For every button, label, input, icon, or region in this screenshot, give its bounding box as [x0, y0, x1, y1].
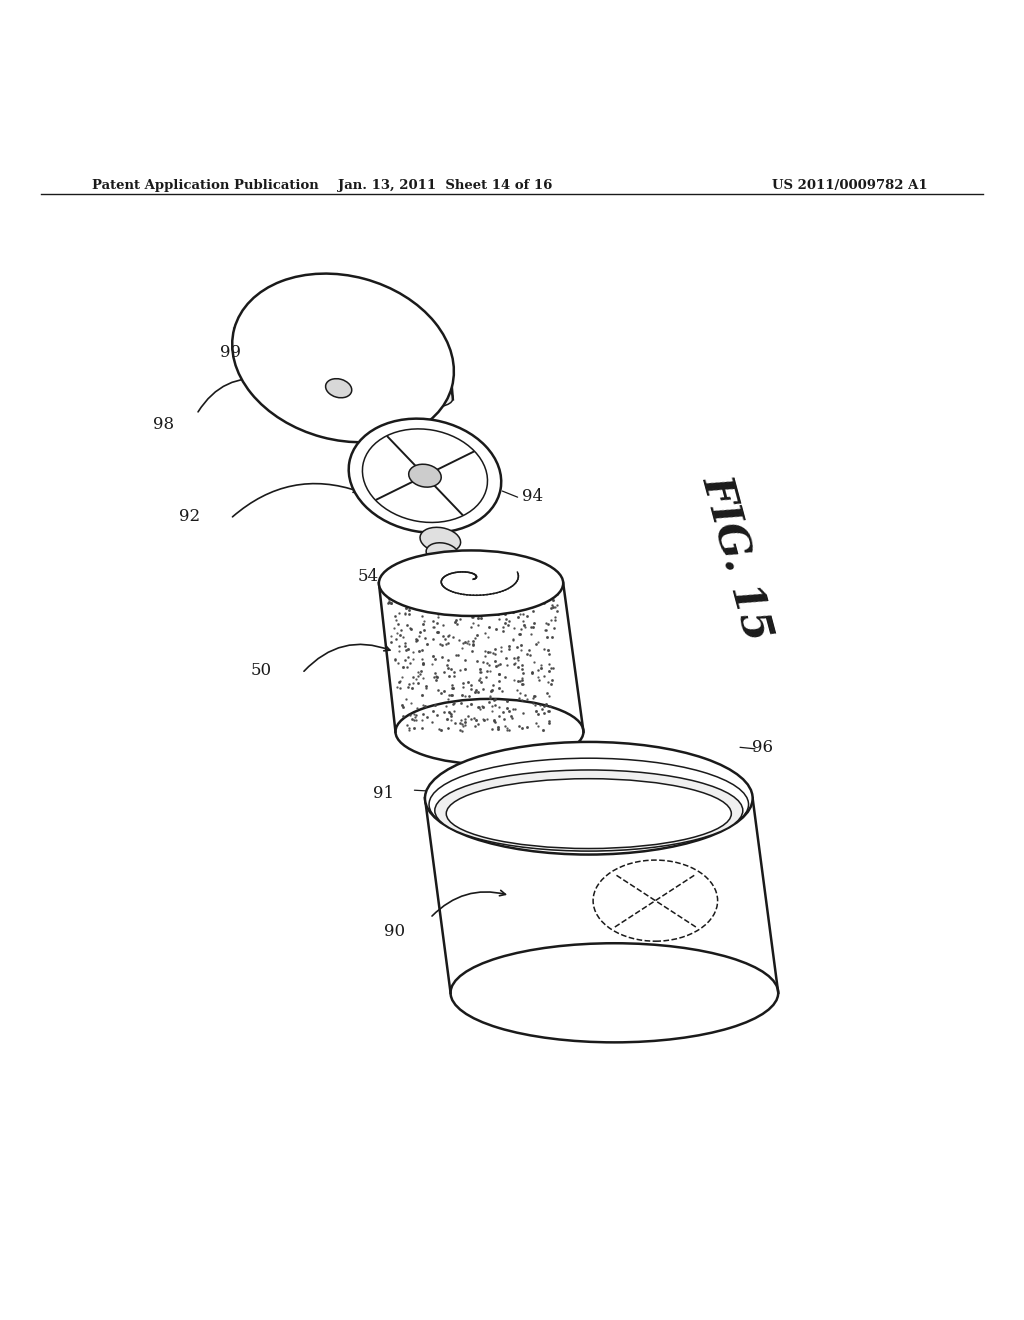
Text: US 2011/0009782 A1: US 2011/0009782 A1 [772, 180, 928, 193]
Text: 50: 50 [251, 661, 271, 678]
Ellipse shape [435, 770, 742, 851]
Ellipse shape [395, 698, 584, 764]
Ellipse shape [425, 742, 753, 854]
Ellipse shape [379, 550, 563, 616]
Text: 94: 94 [522, 487, 543, 504]
Text: 91: 91 [374, 784, 394, 801]
Text: 92: 92 [179, 508, 200, 525]
Text: 99: 99 [220, 345, 241, 362]
Ellipse shape [326, 379, 352, 397]
Text: 96: 96 [753, 739, 773, 755]
Ellipse shape [409, 465, 441, 487]
Ellipse shape [420, 527, 461, 553]
Text: FIG. 15: FIG. 15 [695, 470, 779, 645]
Ellipse shape [349, 418, 501, 533]
Ellipse shape [426, 543, 459, 564]
Text: 90: 90 [384, 923, 404, 940]
Ellipse shape [232, 273, 454, 442]
Text: 98: 98 [154, 416, 174, 433]
Ellipse shape [451, 944, 778, 1043]
Text: Jan. 13, 2011  Sheet 14 of 16: Jan. 13, 2011 Sheet 14 of 16 [338, 180, 553, 193]
Ellipse shape [446, 779, 731, 849]
Text: 54: 54 [358, 568, 379, 585]
Text: Patent Application Publication: Patent Application Publication [92, 180, 318, 193]
Ellipse shape [236, 333, 453, 408]
